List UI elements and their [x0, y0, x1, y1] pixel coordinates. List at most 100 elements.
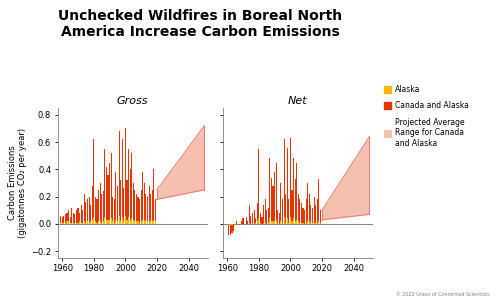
Bar	[272, 186, 274, 224]
Bar	[268, 208, 269, 224]
Bar	[249, 205, 250, 224]
Bar	[230, 224, 231, 225]
Bar	[79, 221, 80, 224]
Bar	[88, 196, 90, 224]
Bar	[310, 223, 312, 224]
Bar	[282, 223, 283, 224]
Bar	[274, 221, 275, 224]
Bar	[142, 172, 144, 224]
Bar	[228, 224, 230, 235]
Bar	[285, 194, 286, 224]
Bar	[74, 223, 76, 224]
Bar	[96, 223, 98, 224]
Bar	[282, 200, 283, 224]
Bar	[125, 128, 126, 224]
Bar	[272, 221, 274, 224]
Bar	[302, 223, 304, 224]
Bar	[316, 200, 318, 224]
Bar	[84, 194, 85, 224]
Bar	[122, 217, 123, 224]
Bar	[277, 223, 278, 224]
Bar	[122, 140, 123, 224]
Bar	[125, 216, 126, 224]
Bar	[62, 223, 63, 224]
Bar	[136, 221, 137, 224]
Bar	[134, 190, 136, 224]
Bar	[152, 221, 153, 224]
Bar	[110, 153, 112, 224]
Bar	[280, 221, 281, 224]
Bar	[101, 194, 102, 224]
Bar	[90, 205, 91, 224]
Bar	[264, 223, 266, 224]
Legend: Alaska, Canada and Alaska, Projected Average
Range for Canada
and Alaska: Alaska, Canada and Alaska, Projected Ave…	[384, 85, 469, 148]
Bar	[71, 223, 72, 224]
Bar	[155, 221, 156, 224]
Bar	[271, 178, 272, 224]
Bar	[134, 221, 136, 224]
Bar	[264, 200, 266, 224]
Bar	[118, 216, 120, 224]
Bar	[260, 223, 261, 224]
Bar	[318, 179, 320, 224]
Bar	[114, 200, 115, 224]
Bar	[131, 153, 132, 224]
Bar	[230, 224, 231, 235]
Bar	[252, 223, 253, 224]
Bar	[112, 221, 114, 224]
Bar	[241, 221, 242, 224]
Bar	[79, 213, 80, 224]
Bar	[120, 221, 121, 224]
Bar	[98, 190, 99, 224]
Bar	[87, 221, 88, 224]
Bar	[263, 223, 264, 224]
Bar	[74, 214, 76, 224]
Bar	[236, 221, 238, 224]
Bar	[140, 221, 141, 224]
Title: Gross: Gross	[117, 96, 148, 106]
Bar	[128, 149, 129, 224]
Bar	[155, 200, 156, 224]
Bar	[249, 223, 250, 224]
Bar	[280, 183, 281, 224]
Bar	[118, 131, 120, 224]
Bar	[309, 194, 310, 224]
Bar	[136, 194, 137, 224]
Bar	[102, 191, 104, 224]
Bar	[152, 190, 153, 224]
Text: © 2022 Union of Concerned Scientists: © 2022 Union of Concerned Scientists	[396, 292, 490, 297]
Bar	[87, 200, 88, 224]
Bar	[316, 223, 318, 224]
Bar	[266, 210, 268, 224]
Bar	[247, 221, 248, 224]
Bar	[80, 223, 82, 224]
Bar	[318, 221, 320, 224]
Bar	[296, 163, 298, 224]
Bar	[95, 221, 96, 224]
Bar	[96, 200, 98, 224]
Bar	[88, 223, 90, 224]
Bar	[307, 183, 308, 224]
Bar	[255, 223, 256, 224]
Bar	[62, 217, 63, 224]
Bar	[296, 220, 298, 224]
Bar	[320, 223, 321, 224]
Bar	[298, 221, 299, 224]
Bar	[242, 218, 244, 224]
Bar	[293, 218, 294, 224]
Bar	[256, 221, 258, 224]
Bar	[255, 218, 256, 224]
Bar	[301, 203, 302, 224]
Bar	[95, 196, 96, 224]
Bar	[228, 224, 230, 225]
Bar	[104, 217, 106, 224]
Title: Net: Net	[288, 96, 308, 106]
Bar	[76, 210, 77, 224]
Bar	[271, 221, 272, 224]
Bar	[66, 213, 68, 224]
Bar	[90, 221, 91, 224]
Bar	[71, 208, 72, 224]
Bar	[290, 217, 291, 224]
Bar	[131, 218, 132, 224]
Bar	[315, 223, 316, 224]
